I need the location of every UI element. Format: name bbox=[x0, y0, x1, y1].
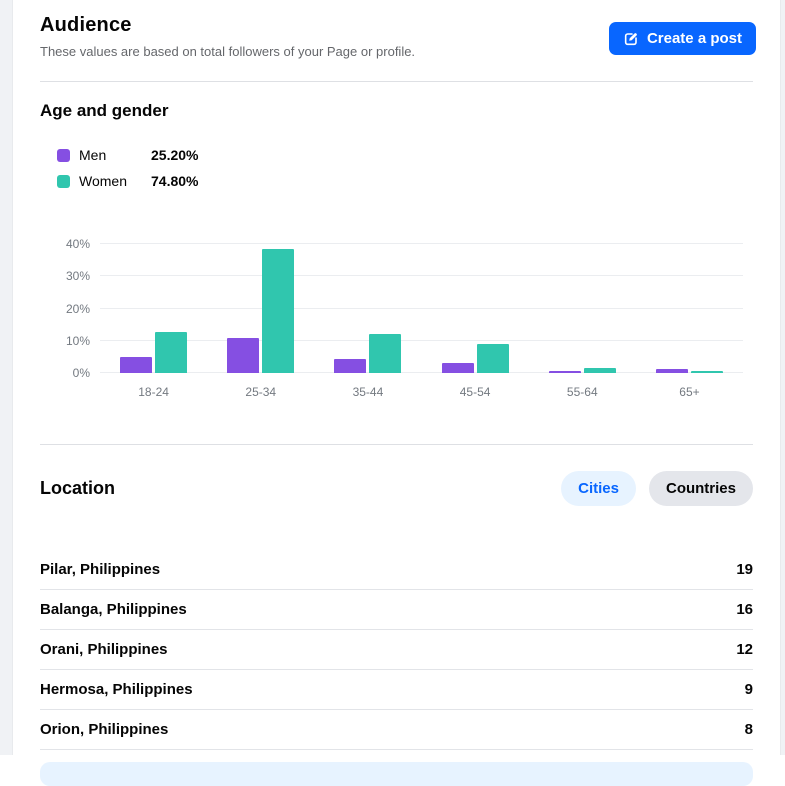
tab-countries[interactable]: Countries bbox=[648, 471, 753, 506]
location-title: Location bbox=[40, 478, 115, 498]
x-tick-label-25-34: 25-34 bbox=[245, 385, 277, 399]
section-divider bbox=[40, 444, 753, 445]
see-more-button[interactable] bbox=[40, 762, 753, 786]
page-background-gutter bbox=[0, 0, 13, 755]
bar-group-55-64 bbox=[529, 236, 636, 373]
location-name: Orani, Philippines bbox=[40, 641, 168, 658]
compose-icon bbox=[623, 31, 639, 47]
scrollbar-track[interactable] bbox=[780, 0, 785, 755]
gridline-30% bbox=[100, 275, 743, 277]
age-gender-section: Age and gender Men 25.20% Women 74.80% 0% 10… bbox=[40, 101, 753, 444]
legend-value: 25.20% bbox=[151, 147, 199, 163]
location-value: 9 bbox=[744, 681, 753, 698]
location-name: Balanga, Philippines bbox=[40, 601, 187, 618]
x-tick-label-45-54: 45-54 bbox=[459, 385, 491, 399]
location-value: 19 bbox=[736, 561, 753, 578]
create-post-label: Create a post bbox=[646, 30, 742, 47]
gridline-40% bbox=[100, 243, 743, 244]
bar-group-45-54 bbox=[422, 236, 529, 373]
location-header: Location Cities Countries bbox=[40, 471, 753, 506]
audience-panel: Audience These values are based on total… bbox=[14, 0, 785, 786]
location-section: Location Cities Countries Pilar, Philippi… bbox=[40, 471, 753, 786]
bar-women-55-64 bbox=[583, 368, 616, 373]
x-tick-label-18-24: 18-24 bbox=[138, 385, 169, 399]
location-name: Orion, Philippines bbox=[40, 721, 169, 738]
legend-swatch bbox=[57, 174, 70, 188]
location-row: Orion, Philippines 8 bbox=[40, 710, 753, 750]
y-tick-label: 40% bbox=[65, 237, 90, 251]
legend-label: Men bbox=[79, 147, 107, 163]
chart-legend: Men 25.20% Women 74.80% bbox=[57, 142, 753, 194]
bar-women-18-24 bbox=[155, 331, 188, 373]
x-tick-label-65+: 65+ bbox=[679, 385, 700, 399]
section-divider bbox=[40, 81, 753, 82]
gridline-0% bbox=[100, 372, 743, 373]
page-title: Audience bbox=[40, 14, 132, 36]
bar-women-65+ bbox=[690, 370, 723, 373]
gridline-10% bbox=[100, 339, 743, 341]
bar-men-65+ bbox=[655, 368, 688, 373]
legend-item-women: Women 74.80% bbox=[57, 168, 753, 194]
y-tick-label: 0% bbox=[72, 366, 90, 380]
bar-women-45-54 bbox=[476, 343, 509, 373]
location-value: 12 bbox=[736, 641, 753, 658]
x-tick-label-35-44: 35-44 bbox=[352, 385, 384, 399]
bar-women-35-44 bbox=[369, 333, 402, 373]
y-tick-label: 10% bbox=[65, 333, 90, 348]
bar-men-18-24 bbox=[120, 356, 153, 373]
y-tick-label: 30% bbox=[65, 269, 90, 284]
location-value: 16 bbox=[736, 601, 753, 618]
chart-plot-area: 0% 10% 20% 30% 40% bbox=[66, 236, 743, 380]
bar-group-25-34 bbox=[207, 236, 314, 373]
tab-cities[interactable]: Cities bbox=[561, 471, 636, 506]
location-name: Pilar, Philippines bbox=[40, 561, 161, 578]
bar-men-35-44 bbox=[334, 359, 367, 373]
y-tick-label: 20% bbox=[65, 301, 90, 316]
age-gender-chart: 0% 10% 20% 30% 40% bbox=[66, 236, 743, 380]
audience-header-text: Audience These values are based on total… bbox=[40, 14, 415, 59]
chart-x-axis-labels: 18-24 25-34 35-44 45-54 55-64 65+ bbox=[100, 385, 743, 399]
bar-men-45-54 bbox=[441, 363, 474, 373]
audience-header: Audience These values are based on total… bbox=[40, 0, 756, 81]
legend-label: Women bbox=[79, 173, 127, 189]
bar-group-65+ bbox=[636, 236, 743, 373]
bar-men-55-64 bbox=[548, 371, 581, 373]
age-gender-title: Age and gender bbox=[40, 101, 169, 120]
location-row: Balanga, Philippines 16 bbox=[40, 590, 753, 630]
bar-group-35-44 bbox=[314, 236, 421, 373]
location-list: Pilar, Philippines 19 Balanga, Philippines… bbox=[40, 550, 753, 750]
bar-women-25-34 bbox=[262, 248, 295, 373]
bar-men-25-34 bbox=[227, 337, 260, 373]
location-row: Pilar, Philippines 19 bbox=[40, 550, 753, 590]
location-tabs: Cities Countries bbox=[561, 471, 753, 506]
location-name: Hermosa, Philippines bbox=[40, 681, 193, 698]
page-subtitle: These values are based on total follower… bbox=[40, 44, 416, 59]
location-value: 8 bbox=[744, 721, 753, 738]
location-row: Orani, Philippines 12 bbox=[40, 630, 753, 670]
create-post-button[interactable]: Create a post bbox=[608, 22, 756, 55]
x-tick-label-55-64: 55-64 bbox=[566, 385, 598, 399]
location-row: Hermosa, Philippines 9 bbox=[40, 670, 753, 710]
legend-item-men: Men 25.20% bbox=[57, 142, 753, 168]
bar-group-18-24 bbox=[100, 236, 207, 373]
gridline-20% bbox=[100, 307, 743, 309]
legend-swatch bbox=[57, 148, 70, 162]
bar-groups bbox=[100, 236, 743, 373]
legend-value: 74.80% bbox=[151, 173, 199, 189]
